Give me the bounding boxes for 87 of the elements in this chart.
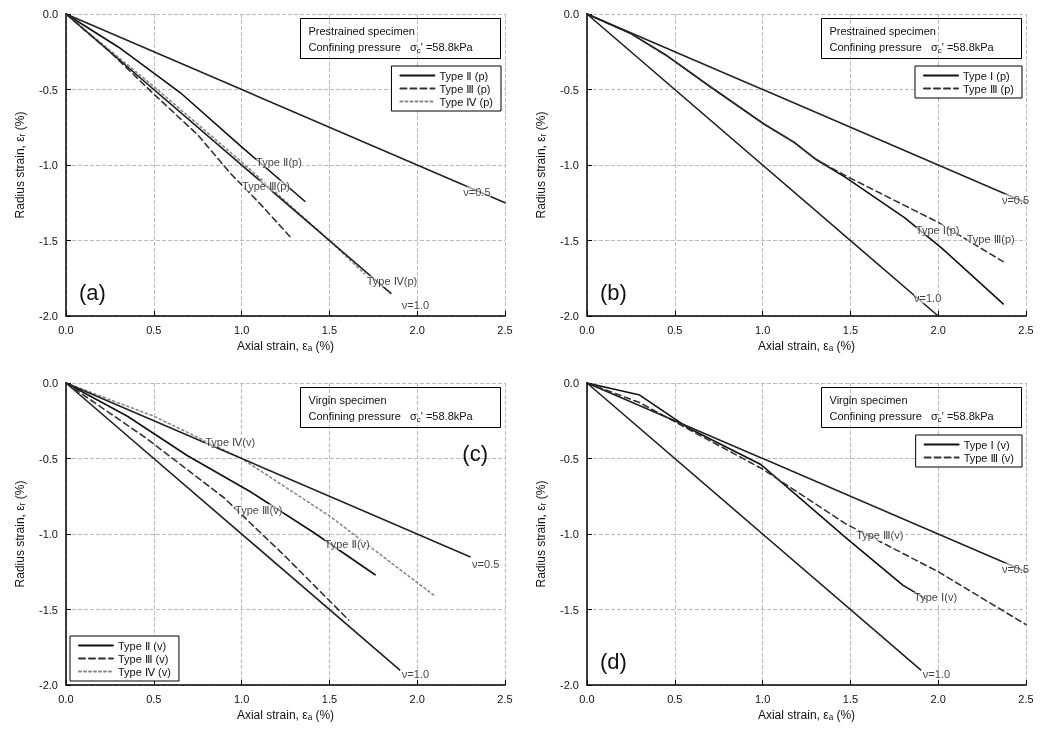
annotation: ν=1.0 <box>922 668 951 681</box>
annotation: ν=1.0 <box>401 299 430 312</box>
legend-label: Type Ⅳ (v) <box>118 665 171 678</box>
annotation: ν=1.0 <box>401 668 430 681</box>
y-axis-title: Radius strain, εᵣ (%) <box>13 480 27 588</box>
annotation: Virgin specimen <box>308 393 387 406</box>
annotation: Type Ⅲ(v) <box>235 503 283 516</box>
x-tick-label: 1.5 <box>321 692 338 705</box>
annotation: ν=0.5 <box>1001 193 1030 206</box>
annotation: Type Ⅲ(v) <box>856 529 904 542</box>
x-tick-label: 0.0 <box>579 692 595 705</box>
legend-label: Type Ⅱ (p) <box>439 69 489 82</box>
y-tick-label: -0.5 <box>39 83 58 96</box>
y-tick-label: -2.0 <box>39 310 58 322</box>
y-axis-title: Radius strain, εᵣ (%) <box>534 480 548 588</box>
text: (c) <box>462 440 488 466</box>
x-tick-label: 1.5 <box>842 692 859 705</box>
x-tick-label: 2.5 <box>1018 692 1034 705</box>
y-tick-label: 0.0 <box>42 377 58 389</box>
y-axis-title: Radius strain, εᵣ (%) <box>534 111 548 219</box>
y-tick-label: -1.0 <box>39 159 58 171</box>
y-tick-label: -2.0 <box>39 679 58 691</box>
x-tick-label: 2.5 <box>497 323 513 336</box>
x-tick-label: 0.5 <box>146 323 162 336</box>
y-tick-label: -1.5 <box>560 603 579 616</box>
text: (b) <box>600 279 627 305</box>
x-axis-title: Axial strain, εₐ (%) <box>757 339 856 353</box>
annotation: Type Ⅰ(p) <box>915 223 960 236</box>
legend-label: Type Ⅲ (v) <box>118 652 169 665</box>
annotation: Type Ⅲ(p) <box>242 180 290 193</box>
x-tick-label: 2.0 <box>930 692 946 705</box>
annotation: ν=0.5 <box>472 558 500 571</box>
legend-label: Type Ⅰ (v) <box>963 438 1010 451</box>
x-tick-label: 2.5 <box>1018 323 1034 336</box>
legend-label: Type Ⅲ (p) <box>439 82 491 95</box>
annotation: Type Ⅳ(p) <box>366 275 418 288</box>
x-tick-label: 0.5 <box>667 323 683 336</box>
y-tick-label: -0.5 <box>560 83 579 96</box>
annotation: Prestrained specimen <box>308 24 415 37</box>
legend-label: Type Ⅳ (p) <box>439 95 494 108</box>
x-tick-label: 2.0 <box>409 323 425 336</box>
y-tick-label: -1.5 <box>39 603 58 616</box>
x-tick-label: 1.0 <box>233 323 250 336</box>
y-tick-label: -2.0 <box>560 310 579 322</box>
y-tick-label: -1.0 <box>560 159 579 171</box>
x-tick-label: 1.5 <box>842 323 859 336</box>
x-axis-title: Axial strain, εₐ (%) <box>757 708 856 722</box>
y-tick-label: -0.5 <box>560 452 579 465</box>
y-tick-label: -1.0 <box>39 528 58 540</box>
x-tick-label: 0.5 <box>146 692 162 705</box>
y-axis-title: Radius strain, εᵣ (%) <box>13 111 27 219</box>
x-tick-label: 1.0 <box>754 692 771 705</box>
annotation: Type Ⅲ(p) <box>966 232 1015 245</box>
y-tick-label: -1.5 <box>39 234 58 247</box>
x-tick-label: 1.0 <box>233 692 250 705</box>
x-tick-label: 0.0 <box>58 692 74 705</box>
annotation: Type Ⅰ(v) <box>914 591 958 604</box>
legend-label: Type Ⅱ (v) <box>118 639 167 652</box>
annotation: ν=1.0 <box>914 291 942 304</box>
annotation: ν=0.5 <box>1001 562 1030 575</box>
annotation: Type Ⅱ(p) <box>256 155 302 168</box>
legend-label: Type Ⅲ (v) <box>963 451 1014 464</box>
x-tick-label: 1.5 <box>321 323 338 336</box>
x-tick-label: 1.0 <box>754 323 771 336</box>
x-tick-label: 2.0 <box>409 692 425 705</box>
annotation: Type Ⅳ(v) <box>205 435 256 448</box>
x-tick-label: 2.5 <box>497 692 513 705</box>
y-tick-label: 0.0 <box>42 8 58 20</box>
text: (d) <box>600 648 627 674</box>
y-tick-label: 0.0 <box>563 8 579 20</box>
y-tick-label: -0.5 <box>39 452 58 465</box>
annotation: ν=0.5 <box>463 186 491 199</box>
legend-label: Type Ⅲ (p) <box>963 82 1015 95</box>
x-tick-label: 2.0 <box>930 323 946 336</box>
y-tick-label: -1.0 <box>560 528 579 540</box>
y-tick-label: -2.0 <box>560 679 579 691</box>
y-tick-label: 0.0 <box>563 377 579 389</box>
x-axis-title: Axial strain, εₐ (%) <box>236 339 335 353</box>
text: (a) <box>79 279 106 305</box>
x-tick-label: 0.0 <box>58 323 74 336</box>
x-tick-label: 0.0 <box>579 323 595 336</box>
annotation: Virgin specimen <box>829 393 908 406</box>
legend-label: Type Ⅰ (p) <box>963 69 1010 82</box>
x-tick-label: 0.5 <box>667 692 683 705</box>
x-axis-title: Axial strain, εₐ (%) <box>236 708 335 722</box>
annotation: Prestrained specimen <box>829 24 936 37</box>
y-tick-label: -1.5 <box>560 234 579 247</box>
